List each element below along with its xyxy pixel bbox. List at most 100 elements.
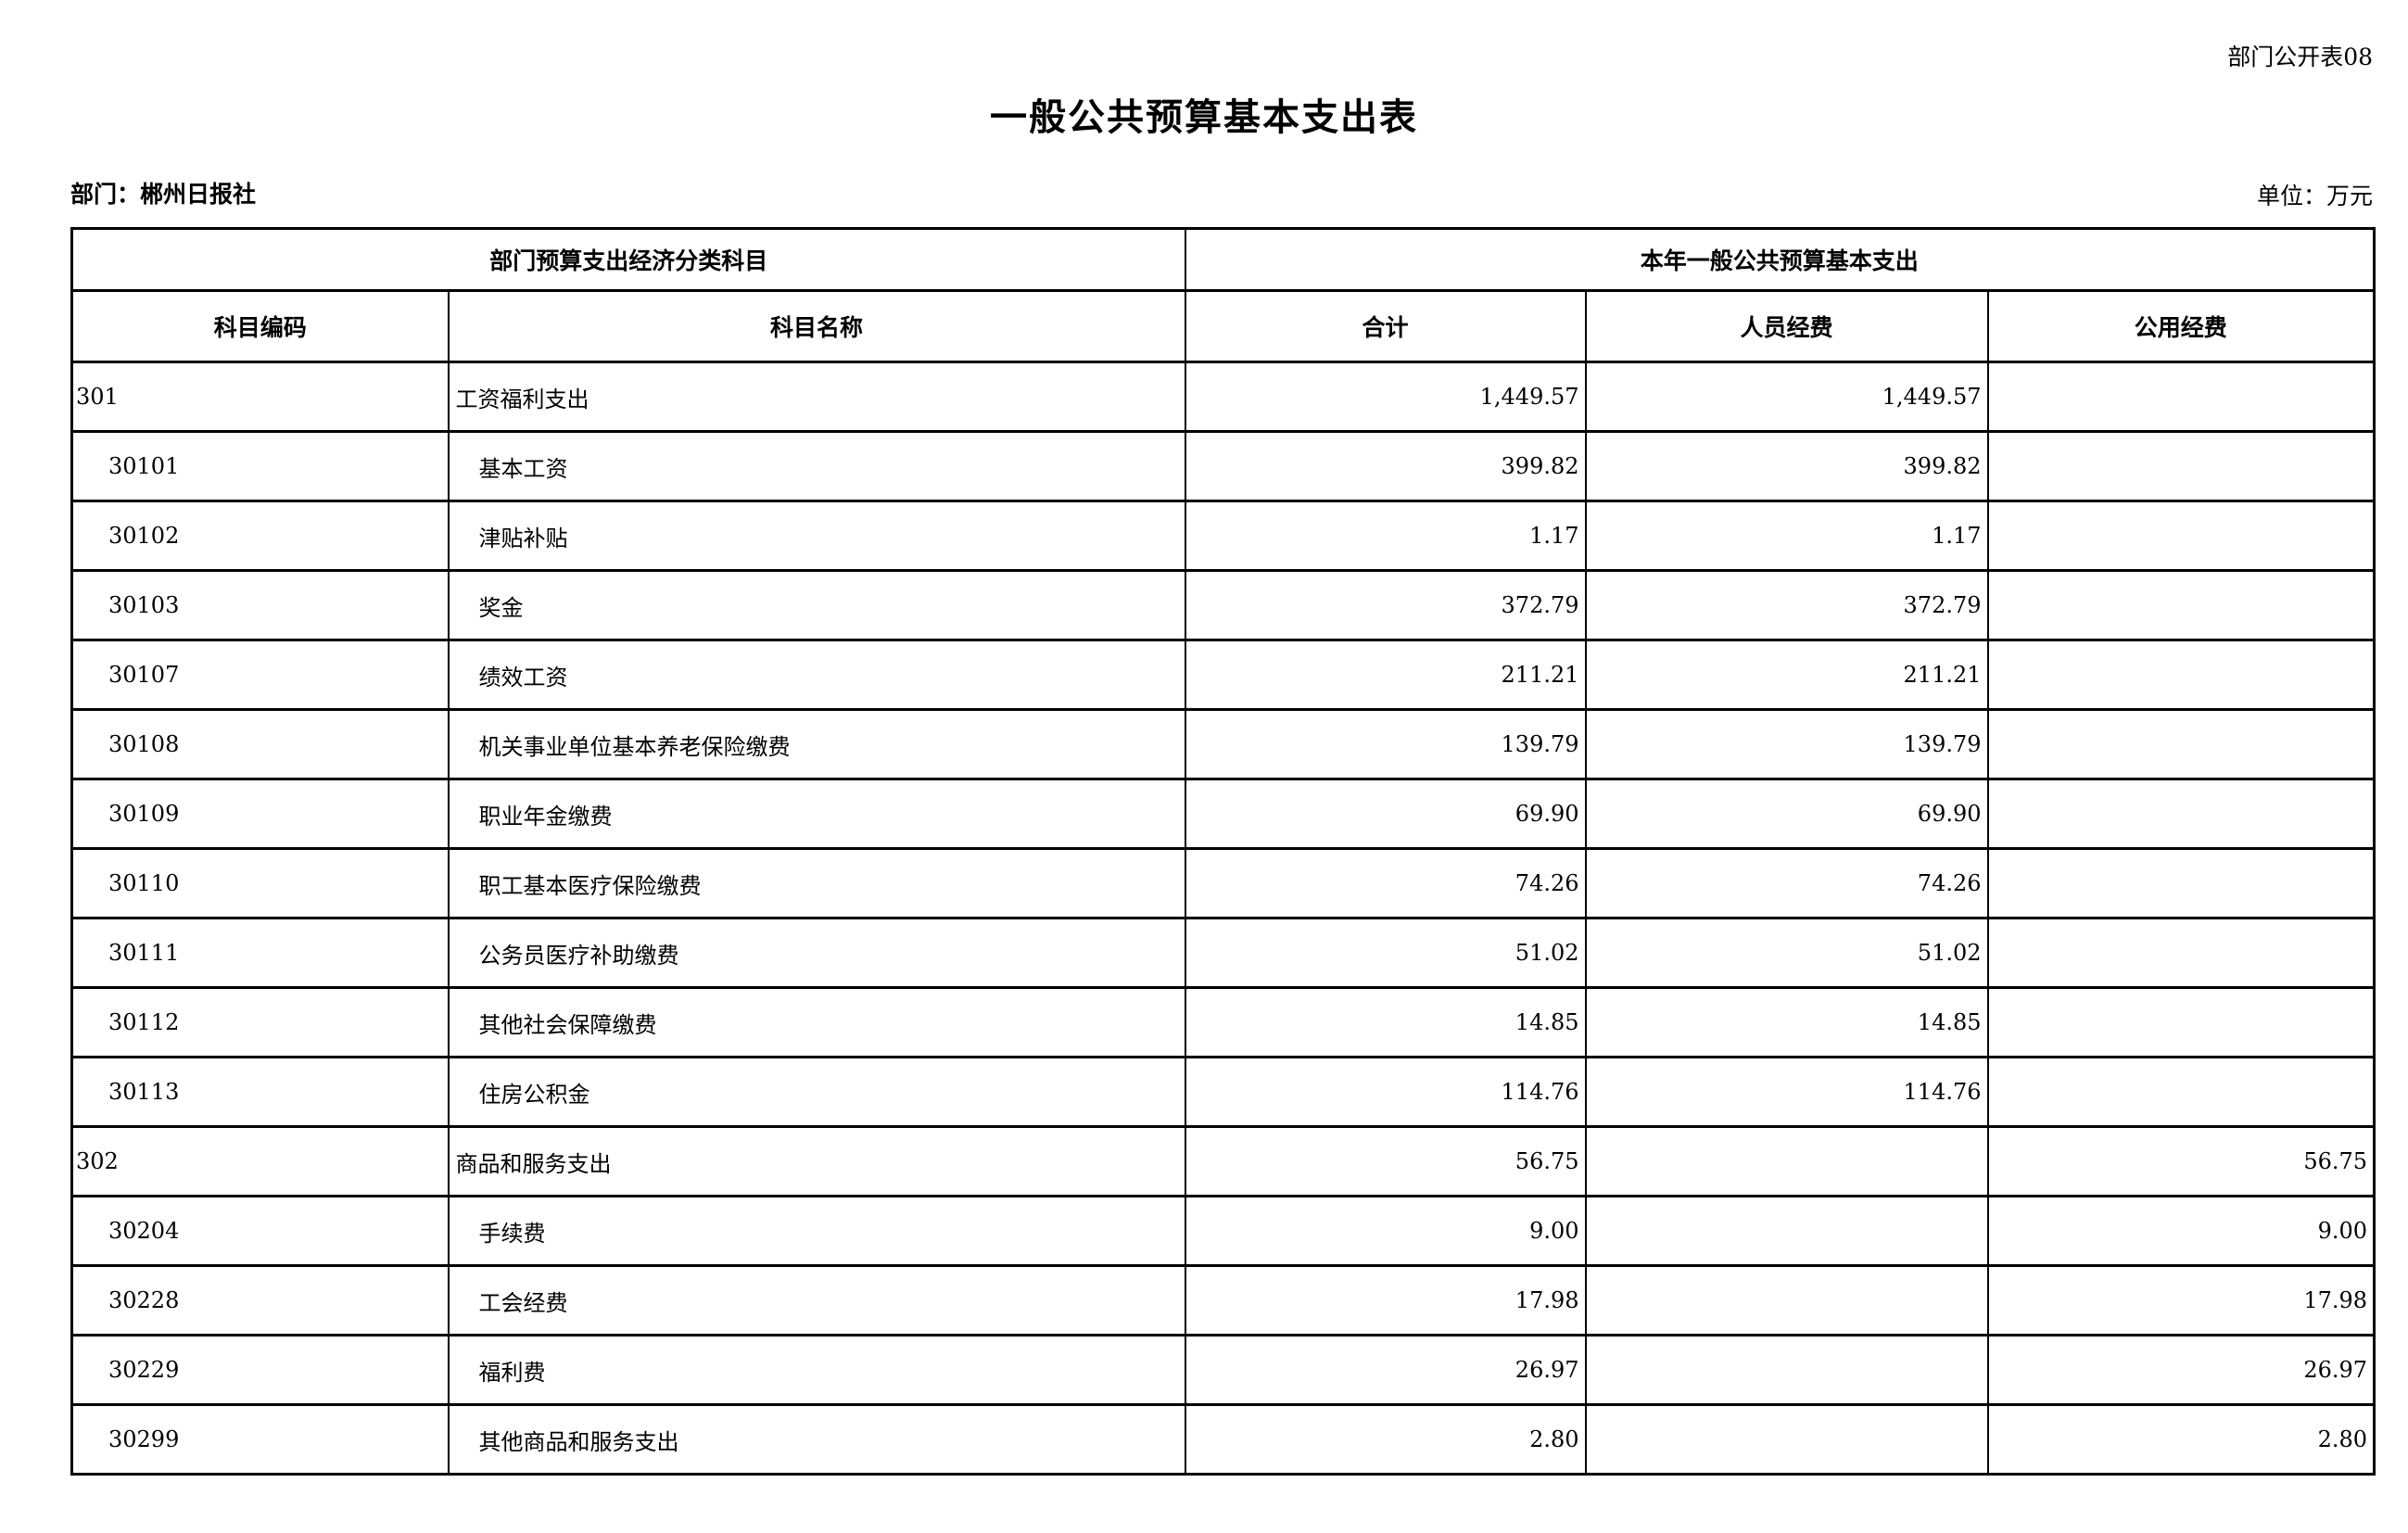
- personnel-funds-cell: 139.79: [1584, 708, 1989, 780]
- subject-name-cell: 住房公积金: [447, 1056, 1186, 1128]
- personnel-funds-cell: [1584, 1403, 1989, 1476]
- subject-code-cell: 30112: [70, 986, 450, 1058]
- table-row: 30110 职工基本医疗保险缴费 74.26 74.26: [70, 847, 2376, 919]
- subject-code-cell: 30229: [70, 1334, 450, 1406]
- total-cell: 211.21: [1184, 639, 1587, 711]
- group-header-row: 部门预算支出经济分类科目 本年一般公共预算基本支出: [70, 227, 2376, 292]
- total-cell: 1,449.57: [1184, 361, 1587, 433]
- table-row: 30299 其他商品和服务支出 2.80 2.80: [70, 1403, 2376, 1476]
- subject-code-cell: 30228: [70, 1264, 450, 1337]
- column-header-subject-name: 科目名称: [447, 289, 1186, 363]
- personnel-funds-cell: 211.21: [1584, 639, 1989, 711]
- subject-code-cell: 30108: [70, 708, 450, 780]
- table-row: 30102 津贴补贴 1.17 1.17: [70, 500, 2376, 572]
- budget-table: 部门预算支出经济分类科目 本年一般公共预算基本支出 科目编码 科目名称 合计 人…: [70, 227, 2376, 1476]
- column-header-subject-code: 科目编码: [70, 289, 450, 363]
- subject-code-cell: 30109: [70, 778, 450, 850]
- subject-name-cell: 手续费: [447, 1195, 1186, 1267]
- subject-name-cell: 奖金: [447, 569, 1186, 641]
- column-header-personnel-funds: 人员经费: [1584, 289, 1989, 363]
- table-row: 30109 职业年金缴费 69.90 69.90: [70, 778, 2376, 850]
- personnel-funds-cell: [1584, 1195, 1989, 1267]
- public-funds-cell: 9.00: [1986, 1195, 2376, 1267]
- table-row: 301 工资福利支出 1,449.57 1,449.57: [70, 361, 2376, 433]
- column-header-row: 科目编码 科目名称 合计 人员经费 公用经费: [70, 289, 2376, 363]
- public-funds-cell: [1986, 500, 2376, 572]
- column-header-total: 合计: [1184, 289, 1587, 363]
- table-row: 30107 绩效工资 211.21 211.21: [70, 639, 2376, 711]
- subject-code-cell: 30102: [70, 500, 450, 572]
- total-cell: 1.17: [1184, 500, 1587, 572]
- column-header-public-funds: 公用经费: [1986, 289, 2376, 363]
- personnel-funds-cell: [1584, 1264, 1989, 1337]
- subject-code-cell: 30299: [70, 1403, 450, 1476]
- personnel-funds-cell: 51.02: [1584, 917, 1989, 989]
- personnel-funds-cell: [1584, 1125, 1989, 1197]
- subject-code-cell: 30101: [70, 430, 450, 502]
- total-cell: 26.97: [1184, 1334, 1587, 1406]
- table-row: 30111 公务员医疗补助缴费 51.02 51.02: [70, 917, 2376, 989]
- personnel-funds-cell: 114.76: [1584, 1056, 1989, 1128]
- subject-name-cell: 绩效工资: [447, 639, 1186, 711]
- subject-code-cell: 30107: [70, 639, 450, 711]
- personnel-funds-cell: 74.26: [1584, 847, 1989, 919]
- public-funds-cell: [1986, 847, 2376, 919]
- table-row: 30108 机关事业单位基本养老保险缴费 139.79 139.79: [70, 708, 2376, 780]
- public-funds-cell: [1986, 569, 2376, 641]
- total-cell: 74.26: [1184, 847, 1587, 919]
- subject-code-cell: 30204: [70, 1195, 450, 1267]
- subject-name-cell: 职工基本医疗保险缴费: [447, 847, 1186, 919]
- public-funds-cell: 2.80: [1986, 1403, 2376, 1476]
- group-header-classification: 部门预算支出经济分类科目: [70, 227, 1186, 292]
- unit-label: 单位：万元: [2256, 183, 2373, 209]
- total-cell: 9.00: [1184, 1195, 1587, 1267]
- department-label: 部门：郴州日报社: [70, 182, 257, 208]
- total-cell: 2.80: [1184, 1403, 1587, 1476]
- table-row: 30113 住房公积金 114.76 114.76: [70, 1056, 2376, 1128]
- subject-name-cell: 津贴补贴: [447, 500, 1186, 572]
- total-cell: 14.85: [1184, 986, 1587, 1058]
- public-funds-cell: 26.97: [1986, 1334, 2376, 1406]
- public-funds-cell: [1986, 917, 2376, 989]
- table-row: 30228 工会经费 17.98 17.98: [70, 1264, 2376, 1337]
- personnel-funds-cell: 1.17: [1584, 500, 1989, 572]
- public-funds-cell: [1986, 639, 2376, 711]
- table-row: 30229 福利费 26.97 26.97: [70, 1334, 2376, 1406]
- public-funds-cell: 17.98: [1986, 1264, 2376, 1337]
- public-funds-cell: [1986, 778, 2376, 850]
- public-funds-cell: [1986, 430, 2376, 502]
- total-cell: 69.90: [1184, 778, 1587, 850]
- personnel-funds-cell: 69.90: [1584, 778, 1989, 850]
- subject-name-cell: 机关事业单位基本养老保险缴费: [447, 708, 1186, 780]
- total-cell: 56.75: [1184, 1125, 1587, 1197]
- budget-table-body: 301 工资福利支出 1,449.57 1,449.57 30101 基本工资 399.82…: [70, 361, 2376, 1476]
- subject-name-cell: 公务员医疗补助缴费: [447, 917, 1186, 989]
- total-cell: 139.79: [1184, 708, 1587, 780]
- subject-name-cell: 福利费: [447, 1334, 1186, 1406]
- public-funds-cell: [1986, 1056, 2376, 1128]
- table-row: 302 商品和服务支出 56.75 56.75: [70, 1125, 2376, 1197]
- subject-name-cell: 商品和服务支出: [447, 1125, 1186, 1197]
- subject-name-cell: 工资福利支出: [447, 361, 1186, 433]
- public-funds-cell: [1986, 986, 2376, 1058]
- subject-code-cell: 30111: [70, 917, 450, 989]
- personnel-funds-cell: 1,449.57: [1584, 361, 1989, 433]
- total-cell: 399.82: [1184, 430, 1587, 502]
- subject-code-cell: 30113: [70, 1056, 450, 1128]
- subject-name-cell: 工会经费: [447, 1264, 1186, 1337]
- subject-code-cell: 30110: [70, 847, 450, 919]
- page-title: 一般公共预算基本支出表: [990, 97, 1418, 138]
- personnel-funds-cell: [1584, 1334, 1989, 1406]
- table-row: 30103 奖金 372.79 372.79: [70, 569, 2376, 641]
- table-row: 30204 手续费 9.00 9.00: [70, 1195, 2376, 1267]
- total-cell: 17.98: [1184, 1264, 1587, 1337]
- subject-code-cell: 302: [70, 1125, 450, 1197]
- subject-name-cell: 职业年金缴费: [447, 778, 1186, 850]
- public-funds-cell: [1986, 708, 2376, 780]
- public-funds-cell: 56.75: [1986, 1125, 2376, 1197]
- personnel-funds-cell: 372.79: [1584, 569, 1989, 641]
- total-cell: 372.79: [1184, 569, 1587, 641]
- subject-code-cell: 30103: [70, 569, 450, 641]
- subject-name-cell: 其他商品和服务支出: [447, 1403, 1186, 1476]
